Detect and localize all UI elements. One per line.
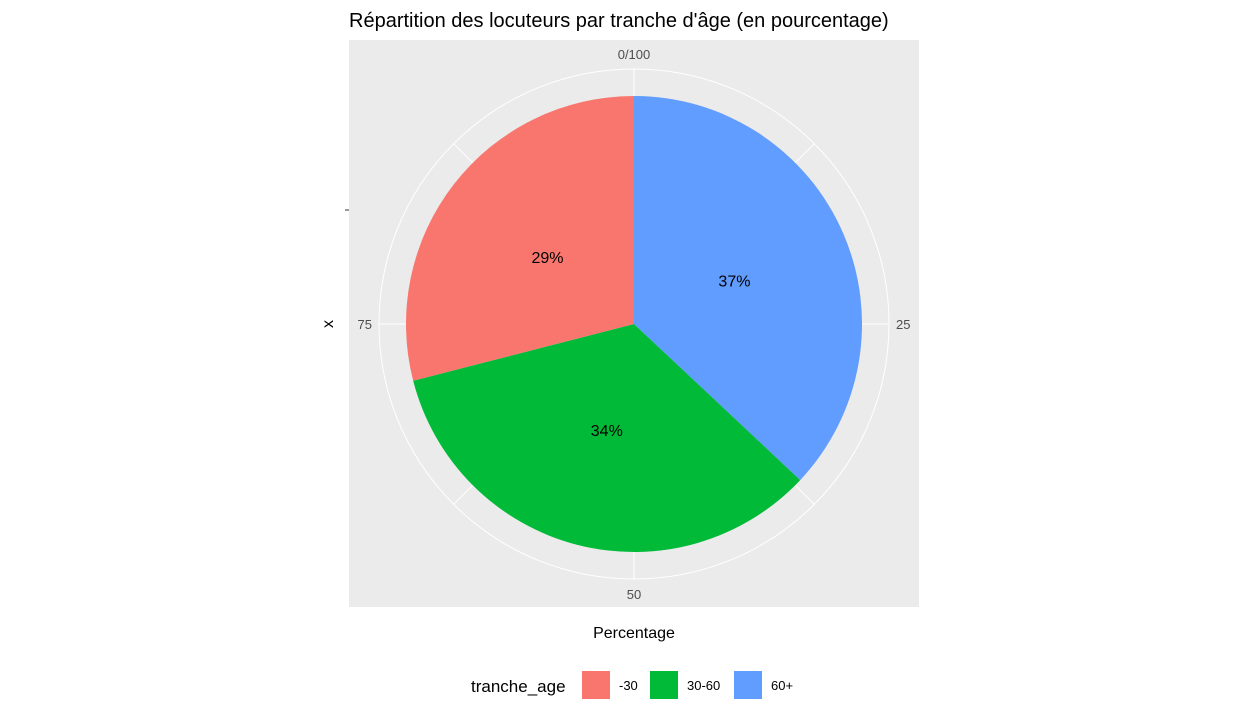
theta-tick-label: 50 [627, 587, 641, 602]
legend-title: tranche_age [471, 677, 566, 696]
legend-key-60+ [734, 671, 762, 699]
legend-key-30-60 [650, 671, 678, 699]
y-axis-title: x [320, 320, 337, 328]
legend-label--30: -30 [619, 678, 638, 693]
slice-30-60 [413, 324, 801, 553]
slices-layer [405, 96, 862, 553]
legend-label-60+: 60+ [771, 678, 793, 693]
slice-60+ [634, 96, 862, 481]
legend-label-30-60: 30-60 [687, 678, 720, 693]
theta-tick-label: 25 [896, 317, 910, 332]
theta-ticks-layer: 0/100 25 50 75 [358, 47, 911, 602]
legend-key--30 [582, 671, 610, 699]
slice-label-30-60: 34% [591, 423, 623, 440]
slice-labels-layer: 37% 34% 29% [532, 250, 751, 440]
x-axis-title: Percentage [593, 625, 675, 642]
chart-title: Répartition des locuteurs par tranche d'… [349, 10, 889, 32]
legend: tranche_age -30 30-60 60+ [471, 671, 793, 699]
theta-tick-label: 75 [358, 317, 372, 332]
theta-tick-label: 0/100 [618, 47, 651, 62]
slice-label-60+: 37% [718, 274, 750, 291]
slice-label--30: 29% [532, 250, 564, 267]
slice--30 [405, 96, 634, 381]
